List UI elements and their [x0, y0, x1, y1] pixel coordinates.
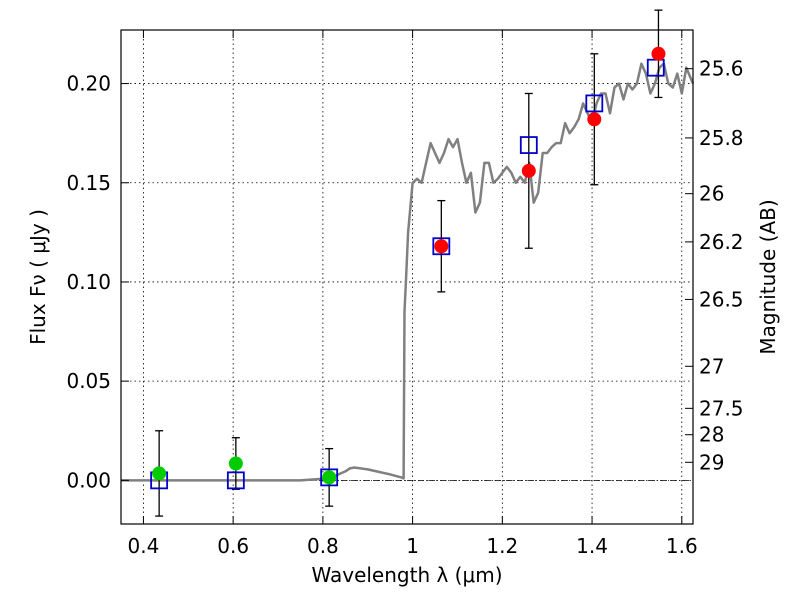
x-tick-label: 1.2: [486, 534, 518, 558]
optical-detection-point: [228, 456, 243, 471]
nir-detection-point: [587, 112, 602, 127]
model-photometry-square: [519, 136, 538, 154]
y-axis-label: Flux Fν ( μJy ): [26, 209, 50, 345]
magnitude-tick-label: 25.6: [699, 57, 744, 81]
optical-detection-point: [322, 470, 337, 485]
y-tick-label: 0.05: [66, 369, 111, 393]
magnitude-tick-label: 26: [699, 182, 724, 206]
x-tick-label: 1.4: [576, 534, 608, 558]
magnitude-tick-label: 27: [699, 354, 724, 378]
plot-frame: [120, 29, 694, 525]
magnitude-tick-label: 25.8: [699, 126, 744, 150]
nir-detection-point: [434, 239, 449, 254]
magnitude-tick-label: 29: [699, 450, 724, 474]
model-photometry-square: [585, 94, 604, 113]
nir-detection-point: [521, 163, 536, 178]
data-markers: [150, 46, 666, 490]
sed-model-line: [121, 62, 695, 482]
y-tick-label: 0.20: [66, 72, 111, 96]
magnitude-tick-label: 26.5: [699, 287, 744, 311]
x-tick-label: 0.4: [128, 534, 160, 558]
y-tick-label: 0.00: [66, 468, 111, 492]
magnitude-axis-label: Magnitude (AB): [756, 199, 780, 354]
model-photometry-square: [320, 468, 339, 487]
x-tick-label: 0.6: [217, 534, 249, 558]
y-tick-label: 0.15: [66, 171, 111, 195]
optical-detection-point: [152, 466, 167, 481]
y-tick-label: 0.10: [66, 270, 111, 294]
model-photometry-square: [432, 237, 451, 256]
x-tick-label: 0.8: [307, 534, 339, 558]
x-tick-label: 1: [406, 534, 419, 558]
magnitude-tick-label: 27.5: [699, 396, 744, 420]
x-axis-label: Wavelength λ (μm): [311, 563, 502, 587]
magnitude-tick-label: 28: [699, 423, 724, 447]
nir-detection-point: [651, 46, 666, 61]
axis-ticks: 0.4 0.6 0.8 1 1.2 1.4 1.6 0.00 0.05 0.10 0.15 0.20 2…: [66, 30, 744, 558]
x-tick-label: 1.6: [666, 534, 698, 558]
model-photometry-square: [226, 471, 245, 490]
magnitude-tick-label: 26.2: [699, 230, 744, 254]
